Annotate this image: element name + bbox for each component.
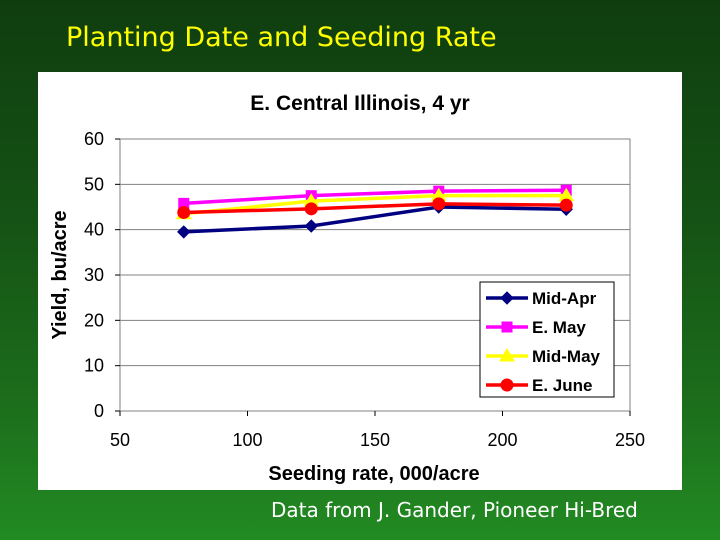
data-point-e-june [304,202,318,216]
series-line-e-may [183,188,567,206]
legend-marker-mid-may [499,348,515,362]
y-axis-label: Yield, bu/acre [49,210,71,339]
x-tick-label: 50 [110,430,130,450]
legend-label-e-may: E. May [532,318,586,337]
data-point-mid-apr [177,225,191,239]
data-point-e-june [559,198,573,212]
x-tick-label: 200 [487,430,517,450]
legend-label-mid-apr: Mid-Apr [532,289,597,308]
y-tick-label: 0 [94,401,104,421]
y-tick-label: 60 [84,129,104,149]
legend-marker-e-may [501,321,513,333]
source-note: Data from J. Gander, Pioneer Hi-Bred [271,498,638,522]
data-point-e-june [432,197,446,211]
data-point-mid-apr [304,219,318,233]
x-tick-label: 250 [615,430,645,450]
series-line-mid-may [183,193,567,216]
chart-title: E. Central Illinois, 4 yr [250,92,469,115]
legend-marker-e-june [500,378,514,392]
x-axis-label: Seeding rate, 000/acre [268,463,479,485]
y-tick-label: 30 [84,265,104,285]
chart-panel: E. Central Illinois, 4 yr Yield, bu/acre… [38,72,682,490]
slide-title: Planting Date and Seeding Rate [66,22,497,53]
x-tick-label: 100 [232,430,262,450]
x-tick-label: 150 [360,430,390,450]
legend-label-mid-may: Mid-May [532,347,601,366]
y-tick-label: 20 [84,310,104,330]
line-chart: E. Central Illinois, 4 yr Yield, bu/acre… [49,92,645,485]
legend-marker-mid-apr [500,291,514,305]
y-tick-label: 40 [84,220,104,240]
y-tick-label: 10 [84,356,104,376]
series-line-mid-apr [183,205,567,234]
series-line-e-june [183,202,567,215]
y-tick-label: 50 [84,174,104,194]
legend-box [479,281,615,398]
data-point-e-june [177,205,191,219]
legend-label-e-june: E. June [532,376,592,395]
